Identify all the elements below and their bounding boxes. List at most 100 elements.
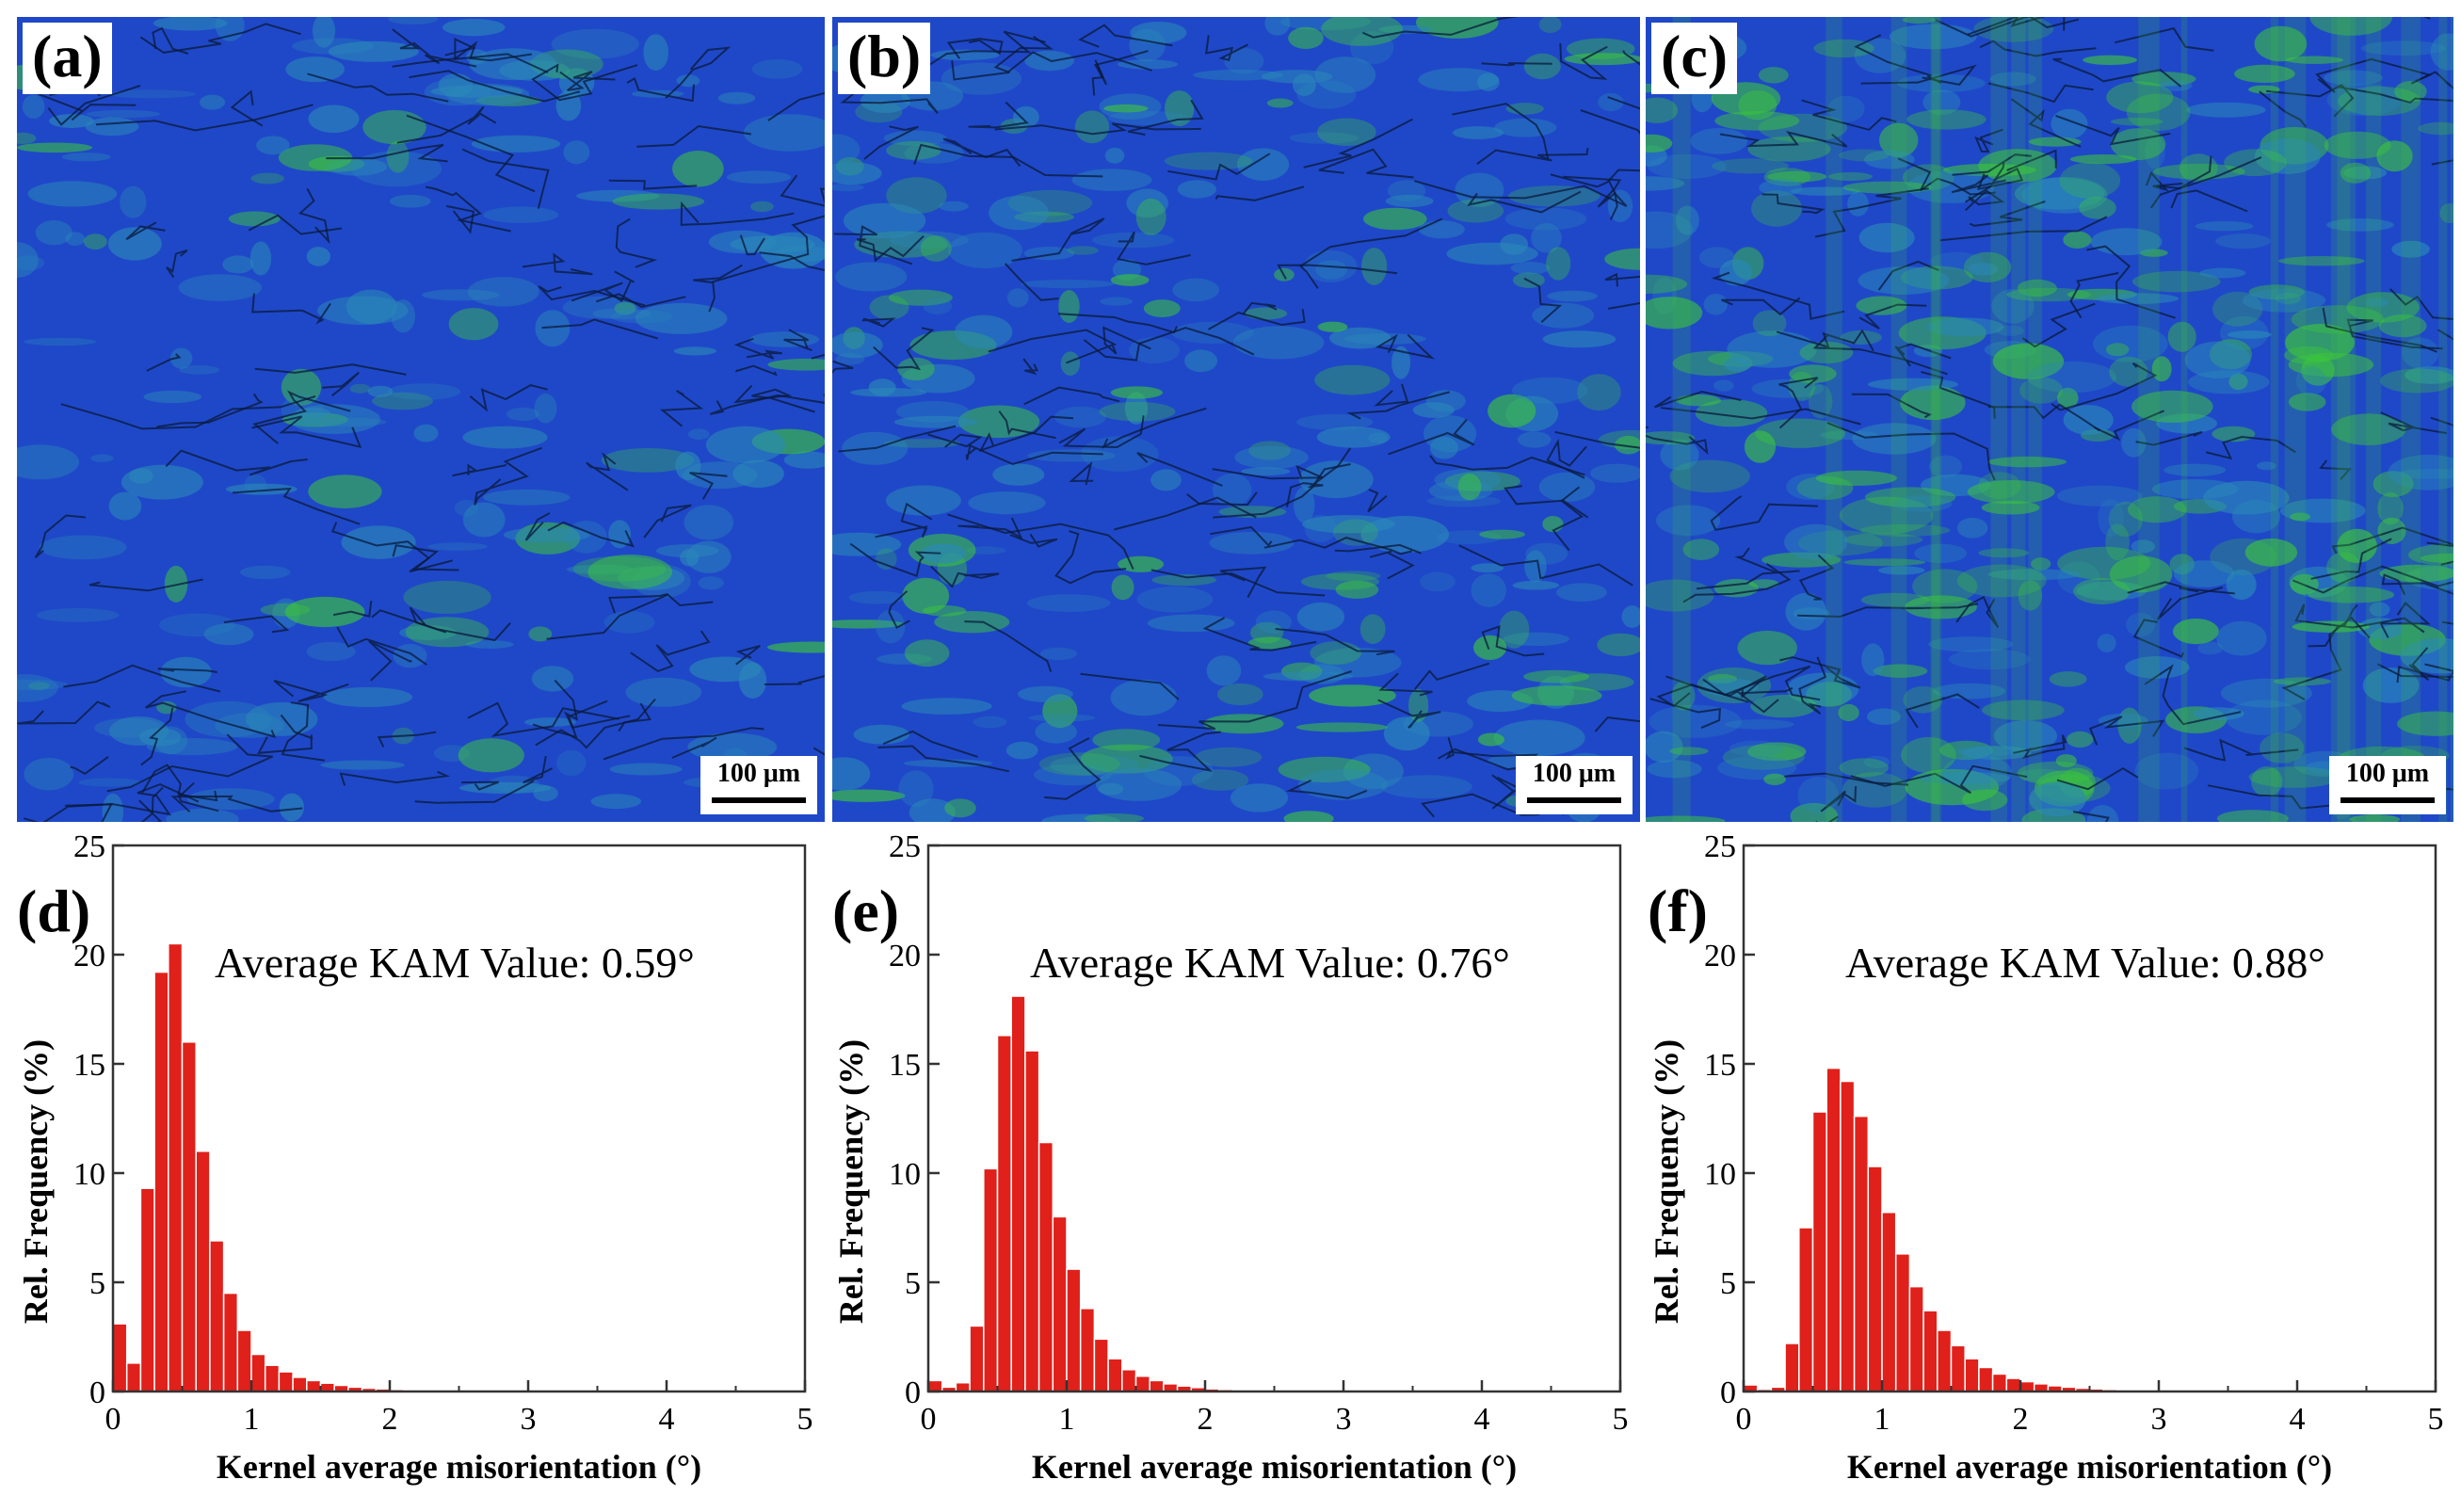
kam-patch (2439, 202, 2453, 224)
kam-patch (1532, 302, 1595, 329)
grain-boundary (1150, 569, 1326, 597)
x-axis-label: Kernel average misorientation (°) (217, 1448, 701, 1486)
grain-boundary (665, 46, 732, 99)
grain-boundary (532, 700, 608, 739)
kam-patch (61, 153, 111, 162)
y-tick-label: 25 (73, 829, 105, 864)
kam-patch (483, 489, 571, 506)
kam-patch (832, 184, 864, 192)
kam-patch (388, 17, 439, 24)
kam-map-texture (1646, 17, 2453, 822)
kam-patch (968, 491, 1046, 515)
kam-patch (1873, 664, 1928, 678)
grain-boundary (888, 590, 910, 629)
kam-patch (2131, 539, 2155, 554)
kam-patch (1839, 758, 1890, 778)
grain-boundary (538, 285, 646, 307)
kam-patch (1309, 684, 1396, 707)
kam-patch (1191, 769, 1249, 791)
kam-patch (528, 626, 553, 642)
kam-patch (17, 674, 58, 702)
grain-boundary (2379, 601, 2431, 638)
kam-patch (903, 759, 992, 767)
grain-boundary (2144, 664, 2242, 726)
kam-patch (1843, 558, 1926, 567)
grain-boundary (467, 701, 619, 737)
kam-patch (1621, 605, 1640, 628)
kam-patch (1859, 523, 1951, 537)
histogram-bar (1881, 1212, 1897, 1392)
kam-patch (2326, 552, 2361, 583)
kam-patch (1419, 220, 1465, 239)
kam-patch (1847, 191, 1869, 217)
kam-patch (199, 94, 226, 110)
grain-boundary (1696, 570, 1800, 590)
grain-boundary (2115, 27, 2214, 52)
kam-patch (534, 394, 557, 424)
kam-patch (726, 170, 791, 184)
grain-boundary (849, 542, 941, 578)
kam-patch (885, 485, 961, 516)
grain-boundary (709, 394, 825, 415)
grain-boundary (680, 201, 795, 226)
kam-patch (767, 641, 825, 653)
kam-patch (1317, 118, 1376, 146)
grain-boundary (1022, 358, 1039, 376)
kam-patch (2109, 555, 2173, 593)
kam-patch (751, 59, 803, 79)
grain-boundary (2056, 767, 2139, 791)
kam-patch (1597, 633, 1640, 657)
kam-patch (1901, 736, 1956, 774)
kam-patch (1922, 89, 1961, 116)
grain-boundary (942, 137, 1021, 168)
kam-patch (2397, 711, 2453, 736)
kam-patch (973, 716, 1007, 729)
kam-patch (2260, 732, 2305, 764)
grain-boundary (2135, 430, 2203, 446)
grain-boundary (326, 143, 448, 163)
grain-boundary (1286, 447, 1352, 507)
grain-boundary (414, 780, 535, 804)
grain-boundary (1580, 109, 1640, 135)
kam-patch (249, 241, 272, 276)
kam-map-texture (17, 17, 825, 822)
grain-boundary (170, 795, 303, 812)
kam-patch (2131, 270, 2221, 293)
grain-boundary (2088, 716, 2165, 746)
kam-patch (1538, 17, 1562, 34)
x-tick-label: 3 (2151, 1402, 2167, 1437)
kam-patch (1126, 188, 1168, 217)
grain-boundary (230, 89, 264, 127)
histogram-d: 0 1 2 3 4 5 0 5 10 15 20 25 Kernel average misorient… (0, 828, 819, 1512)
kam-patch (362, 109, 426, 145)
kam-patch (1761, 552, 1842, 568)
grain-boundary (1114, 496, 1257, 531)
grain-boundary (1214, 185, 1305, 201)
kam-patch (462, 502, 506, 538)
grain-boundary (1951, 174, 2006, 194)
kam-patch (705, 426, 785, 464)
grain-boundary (1210, 525, 1273, 547)
kam-patch (1224, 48, 1264, 74)
grain-boundary (1303, 118, 1413, 169)
kam-patch (876, 609, 906, 644)
kam-patch (1763, 773, 1786, 785)
kam-patch (422, 289, 500, 301)
kam-patch (1767, 170, 1827, 183)
kam-patch (576, 189, 660, 202)
grain-boundary (392, 544, 459, 571)
kam-patch (1380, 775, 1472, 799)
kam-patch (1808, 384, 1833, 419)
kam-patch (1329, 327, 1391, 349)
grain-boundary (2051, 362, 2158, 411)
kam-patch (1333, 519, 1378, 546)
grain-boundary (626, 76, 695, 103)
kam-streak (2138, 17, 2160, 822)
grain-boundary (1102, 407, 1207, 449)
kam-patch (2377, 491, 2404, 525)
grain-boundary (882, 730, 978, 758)
grain-boundary (1851, 393, 1932, 419)
kam-patch (256, 136, 290, 155)
grain-boundary (920, 30, 1046, 72)
kam-patch (1026, 594, 1111, 612)
